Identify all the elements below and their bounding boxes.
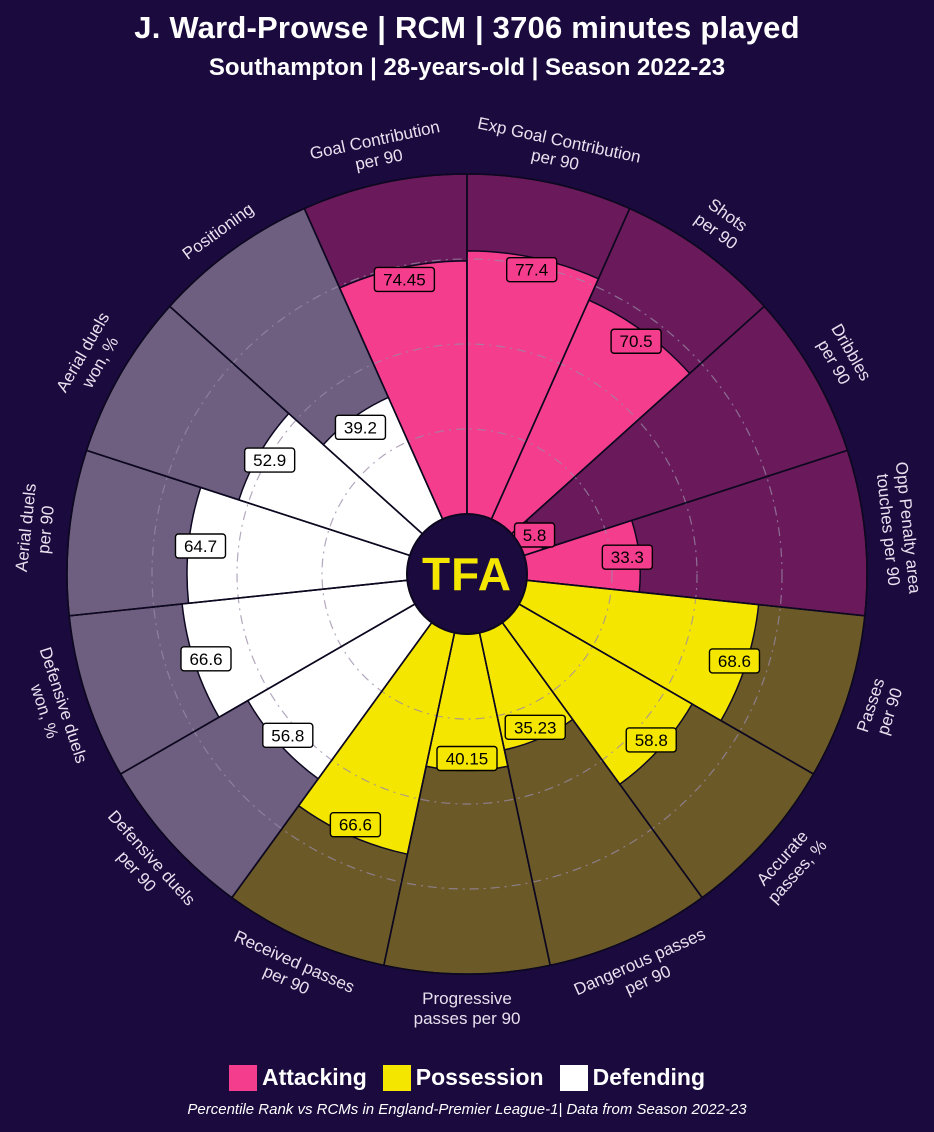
- value-label-text-8: 40.15: [446, 750, 489, 769]
- value-label-text-1: 77.4: [515, 261, 548, 280]
- legend-swatch-defending: [559, 1064, 588, 1091]
- value-label-text-11: 66.6: [189, 650, 222, 669]
- value-label-box-10: [262, 722, 314, 749]
- center-logo-circle: [406, 513, 528, 635]
- slice-separator-4: [523, 449, 848, 557]
- slice-separator-13: [86, 449, 411, 557]
- slice-separator-7: [501, 622, 703, 899]
- value-label-box-12: [174, 533, 227, 559]
- value-label-11: 66.6: [180, 646, 232, 672]
- value-label-box-7: [504, 714, 566, 740]
- value-label-0: 74.45: [373, 266, 436, 293]
- value-label-1: 77.4: [505, 256, 558, 283]
- value-label-box-0: [373, 266, 436, 293]
- value-label-box-6: [625, 727, 677, 753]
- slice-separator-0: [303, 208, 444, 520]
- value-label-text-13: 52.9: [253, 451, 286, 470]
- value-label-text-2: 70.5: [620, 332, 653, 351]
- value-label-13: 52.9: [243, 447, 296, 473]
- grid-ring-75: [151, 258, 783, 890]
- center-logo-text: TFA: [422, 548, 512, 600]
- value-label-box-3: [513, 522, 556, 548]
- legend-item-attacking: Attacking: [228, 1064, 367, 1091]
- slice-separator-8: [478, 632, 551, 966]
- value-label-text-4: 33.3: [611, 548, 644, 567]
- value-label-9: 66.6: [329, 812, 382, 838]
- value-label-7: 35.23: [504, 714, 566, 740]
- value-label-5: 68.6: [708, 648, 761, 674]
- value-label-box-9: [329, 812, 382, 838]
- slice-separator-6: [518, 603, 814, 775]
- value-label-box-8: [436, 745, 498, 772]
- legend: Attacking Possession Defending: [0, 1064, 934, 1091]
- value-label-6: 58.8: [625, 727, 677, 753]
- grid-ring-50: [236, 343, 698, 805]
- value-label-3: 5.8: [513, 522, 556, 548]
- footnote: Percentile Rank vs RCMs in England-Premi…: [187, 1101, 747, 1118]
- slice-separator-5: [526, 579, 865, 617]
- value-label-12: 64.7: [174, 533, 227, 559]
- legend-item-possession: Possession: [382, 1064, 544, 1091]
- legend-swatch-attacking: [228, 1064, 257, 1091]
- value-label-8: 40.15: [436, 745, 498, 772]
- slice-separator-9: [383, 632, 456, 966]
- category-label-line: Progressive: [422, 989, 512, 1008]
- value-label-box-1: [505, 256, 558, 283]
- chart-title: J. Ward-Prowse | RCM | 3706 minutes play…: [134, 10, 800, 45]
- legend-label-defending: Defending: [592, 1064, 706, 1090]
- category-label-line: per 90: [34, 505, 58, 555]
- legend-label-attacking: Attacking: [261, 1064, 367, 1090]
- value-label-box-11: [180, 646, 232, 672]
- value-label-2: 70.5: [610, 328, 662, 354]
- value-label-box-5: [708, 648, 761, 674]
- value-label-text-7: 35.23: [514, 718, 557, 737]
- value-label-text-10: 56.8: [271, 726, 304, 745]
- value-label-4: 33.3: [601, 544, 654, 570]
- value-label-text-9: 66.6: [339, 816, 372, 835]
- legend-item-defending: Defending: [559, 1064, 706, 1091]
- value-label-text-3: 5.8: [523, 526, 547, 545]
- slice-separator-10: [231, 622, 433, 899]
- grid-ring-25: [321, 428, 613, 720]
- slice-separator-14: [169, 305, 423, 535]
- value-label-10: 56.8: [262, 722, 314, 749]
- value-label-box-13: [243, 447, 296, 473]
- value-label-14: 39.2: [334, 414, 387, 441]
- legend-label-possession: Possession: [415, 1064, 544, 1090]
- value-label-text-14: 39.2: [344, 418, 377, 437]
- chart-subtitle: Southampton | 28-years-old | Season 2022…: [208, 54, 726, 81]
- value-label-box-14: [334, 414, 387, 441]
- value-label-text-12: 64.7: [184, 537, 217, 556]
- category-label-line: passes per 90: [414, 1009, 521, 1028]
- value-label-box-4: [601, 544, 654, 570]
- value-label-text-5: 68.6: [718, 652, 751, 671]
- value-label-text-0: 74.45: [383, 270, 426, 289]
- value-label-text-6: 58.8: [635, 731, 668, 750]
- slice-separator-2: [490, 208, 631, 520]
- legend-swatch-possession: [382, 1064, 411, 1091]
- slice-separator-12: [69, 579, 408, 617]
- slice-separator-11: [120, 603, 416, 775]
- slice-separator-3: [511, 305, 765, 535]
- value-label-box-2: [610, 328, 662, 354]
